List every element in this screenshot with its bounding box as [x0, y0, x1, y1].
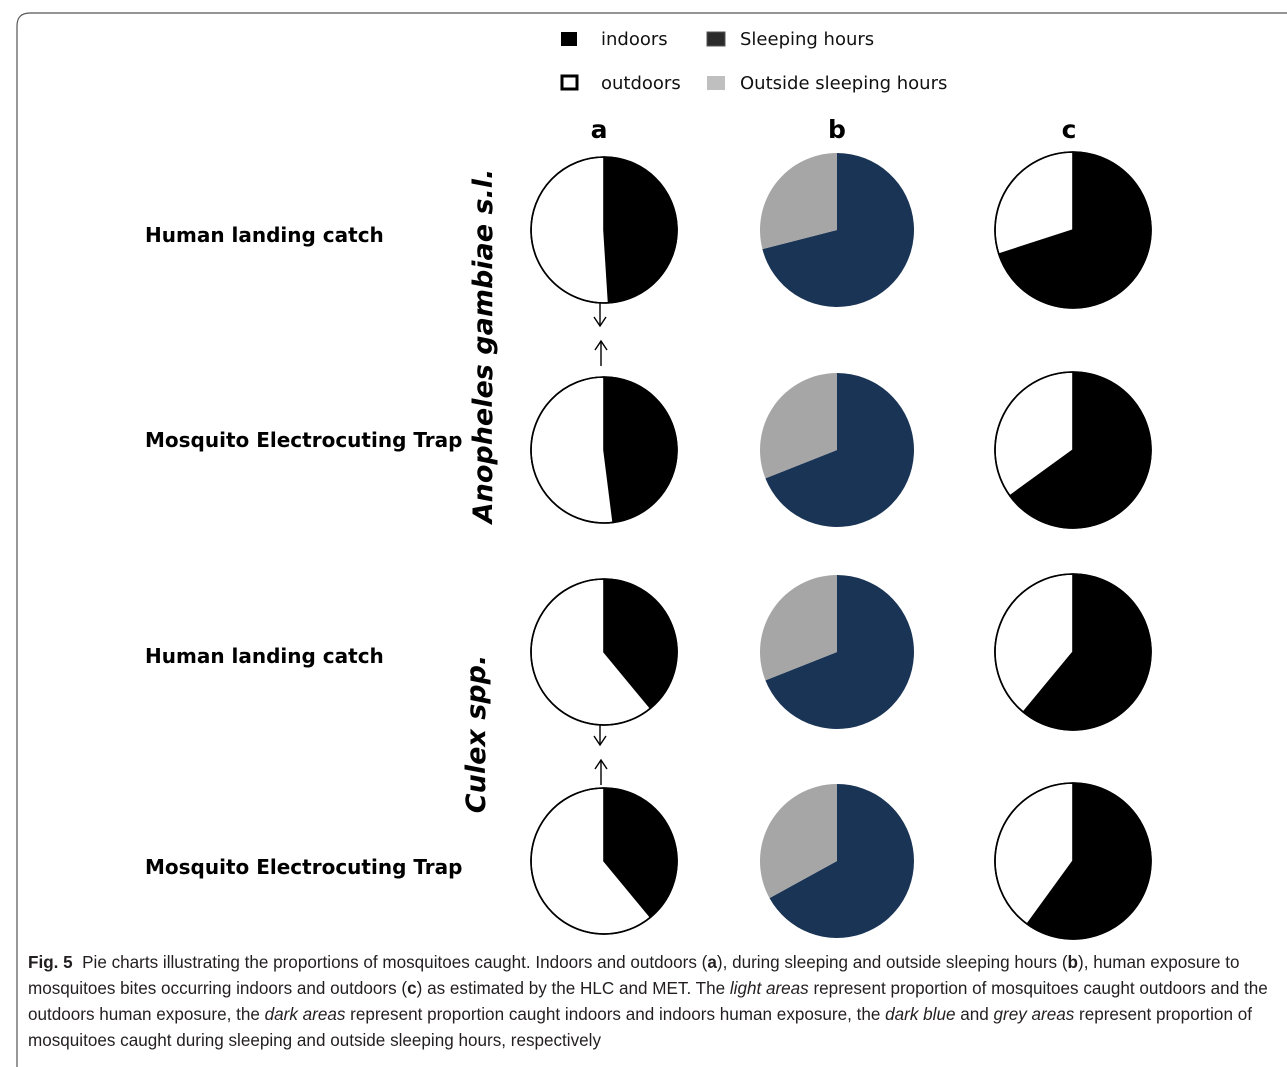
pie-slice-outdoors — [530, 156, 610, 304]
legend-sleeping-swatch — [706, 31, 726, 47]
culex-up-arrow — [594, 758, 608, 785]
caption-figure-number: Fig. 5 — [28, 953, 73, 972]
pie-slice-sleeping-hours — [765, 372, 915, 527]
legend: indoors outdoors Sleeping hours Outside … — [560, 29, 947, 94]
anopheles-up-arrow — [594, 339, 608, 366]
pie-slice-indoors — [603, 156, 678, 304]
caption-italic-light-areas: light areas — [729, 979, 809, 998]
pie-a-anopheles-gambiae-s-l-human-landing-catch — [530, 156, 678, 304]
caption-text-7: and — [955, 1005, 994, 1024]
row-label-culex-met: Mosquito Electrocuting Trap — [145, 855, 462, 879]
column-label-b: b — [828, 115, 846, 144]
pie-a-anopheles-gambiae-s-l-mosquito-electrocuting-trap — [530, 376, 678, 524]
pie-outline — [530, 787, 678, 935]
caption-italic-grey-areas: grey areas — [993, 1005, 1075, 1024]
pie-slice-outside-sleeping-hours — [760, 575, 837, 681]
pie-c-culex-spp-mosquito-electrocuting-trap — [994, 782, 1152, 940]
caption-text-6: represent proportion caught indoors and … — [345, 1005, 886, 1024]
caption-bold-a: a — [707, 953, 717, 972]
caption-italic-dark-blue: dark blue — [885, 1005, 956, 1024]
pie-outline — [994, 151, 1152, 309]
pie-outline — [530, 156, 678, 304]
pie-slice-sleeping-hours — [769, 784, 914, 938]
pie-charts — [530, 151, 1152, 940]
caption-text-3: ), human exposure to mosquitoes bites oc… — [28, 953, 1240, 998]
row-label-anopheles-met: Mosquito Electrocuting Trap — [145, 428, 462, 452]
species-label-culex: Culex spp. — [461, 655, 492, 813]
pie-slice-outside-sleeping-hours — [760, 153, 837, 250]
caption-bold-c: c — [407, 979, 417, 998]
pie-outline — [530, 376, 678, 524]
legend-outdoors-label: outdoors — [601, 73, 681, 94]
figure-border — [16, 12, 1287, 1067]
pie-slice-outside-sleeping-hours — [759, 784, 837, 899]
pie-a-culex-spp-human-landing-catch — [530, 578, 678, 726]
pie-c-anopheles-gambiae-s-l-human-landing-catch — [994, 151, 1152, 309]
legend-sleeping-label: Sleeping hours — [740, 29, 874, 50]
figure-caption: Fig. 5 Pie charts illustrating the propo… — [28, 950, 1278, 1054]
species-label-anopheles: Anopheles gambiae s.l. — [468, 169, 499, 526]
caption-text-1: Pie charts illustrating the proportions … — [82, 953, 708, 972]
caption-text-8: represent proportion of mosquitoes caugh… — [28, 1005, 1252, 1050]
legend-indoors-swatch — [561, 32, 577, 46]
caption-text-2: ), during sleeping and outside sleeping … — [716, 953, 1068, 972]
pie-outline — [530, 578, 678, 726]
legend-indoors-label: indoors — [601, 29, 668, 50]
pie-slice-outdoors — [530, 376, 614, 524]
pie-slice-indoors — [603, 376, 678, 524]
pie-b-anopheles-gambiae-s-l-human-landing-catch — [760, 153, 915, 307]
caption-text-5: represent proportion of mosquitoes caugh… — [28, 979, 1268, 1024]
caption-text-4: ) as estimated by the HLC and MET. The — [416, 979, 730, 998]
pie-b-anopheles-gambiae-s-l-mosquito-electrocuting-trap — [760, 372, 915, 527]
legend-outdoors-swatch — [560, 74, 579, 91]
pie-outline — [994, 782, 1152, 940]
pie-slice-outside-sleeping-hours — [760, 373, 837, 479]
column-label-c: c — [1062, 115, 1077, 144]
pie-c-anopheles-gambiae-s-l-mosquito-electrocuting-trap — [994, 371, 1152, 529]
pie-b-culex-spp-human-landing-catch — [760, 575, 915, 729]
caption-bold-b: b — [1067, 953, 1078, 972]
caption-italic-dark-areas: dark areas — [264, 1005, 346, 1024]
column-label-a: a — [591, 115, 608, 144]
pie-slice-sleeping-hours — [765, 575, 915, 729]
legend-outside-sleeping-swatch — [707, 76, 725, 90]
row-label-culex-hlc: Human landing catch — [145, 644, 384, 668]
row-label-anopheles-hlc: Human landing catch — [145, 223, 384, 247]
pie-outline — [994, 371, 1152, 529]
pie-outline — [994, 573, 1152, 731]
legend-outside-sleeping-label: Outside sleeping hours — [740, 73, 947, 94]
pie-a-culex-spp-mosquito-electrocuting-trap — [530, 787, 678, 935]
pie-c-culex-spp-human-landing-catch — [994, 573, 1152, 731]
pie-slice-sleeping-hours — [762, 153, 915, 307]
pie-b-culex-spp-mosquito-electrocuting-trap — [759, 784, 914, 938]
anopheles-down-arrow — [593, 303, 607, 328]
